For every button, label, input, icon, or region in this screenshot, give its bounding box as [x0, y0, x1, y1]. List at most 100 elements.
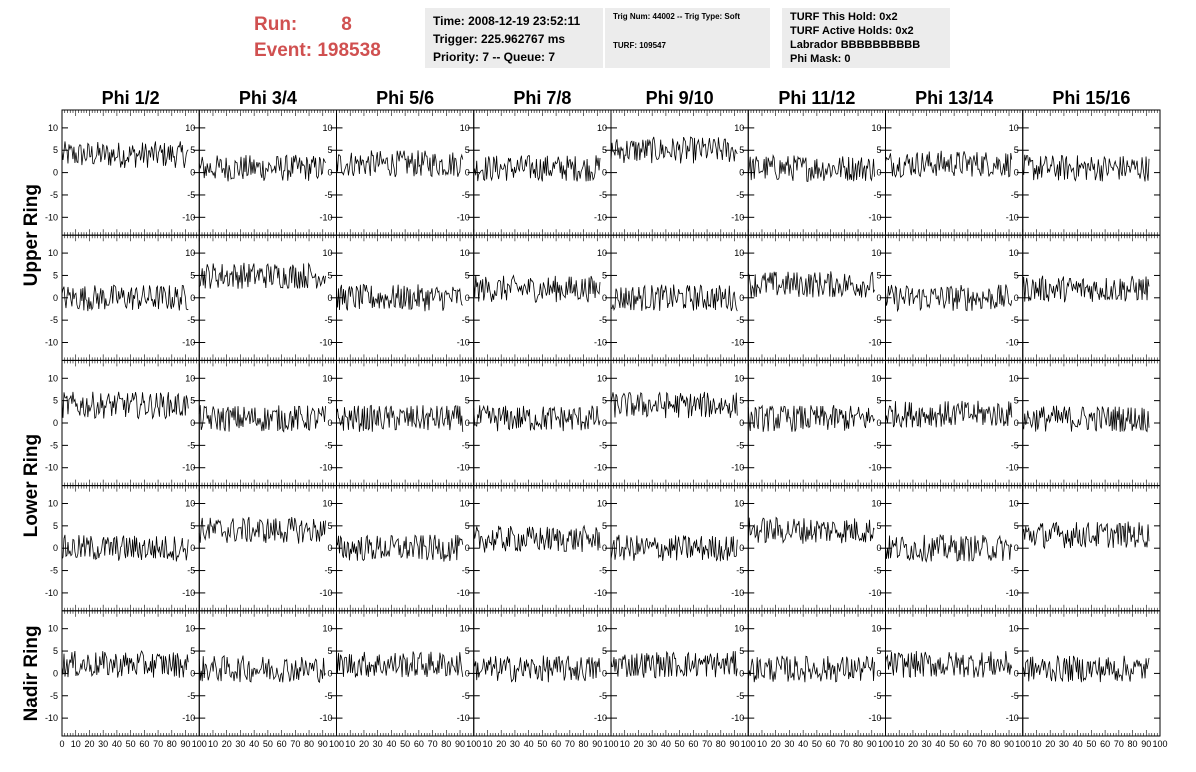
trig-line: Trig Num: 44002 -- Trig Type: Soft [613, 12, 740, 21]
y-tick-label: 0 [739, 418, 744, 428]
x-tick-label: 10 [620, 739, 630, 749]
run-event-block: Run: 8 Event: 198538 [254, 12, 381, 64]
column-label: Phi 5/6 [376, 88, 434, 108]
y-tick-label: 0 [602, 543, 607, 553]
y-tick-label: 5 [327, 646, 332, 656]
y-tick-label: -10 [868, 463, 881, 473]
x-tick-label: 50 [400, 739, 410, 749]
y-tick-label: 0 [1014, 418, 1019, 428]
y-tick-label: -5 [50, 315, 58, 325]
waveform-line [61, 534, 189, 562]
y-tick-label: -5 [599, 440, 607, 450]
y-tick-label: -10 [45, 713, 58, 723]
y-tick-label: -5 [50, 566, 58, 576]
y-tick-label: -10 [457, 588, 470, 598]
y-tick-label: -5 [736, 315, 744, 325]
y-tick-label: -10 [868, 212, 881, 222]
y-tick-label: -10 [868, 713, 881, 723]
y-tick-label: 10 [871, 123, 881, 133]
x-tick-label: 30 [922, 739, 932, 749]
y-tick-label: -10 [182, 338, 195, 348]
x-tick-label: 40 [112, 739, 122, 749]
row-group-label: Nadir Ring [21, 625, 42, 721]
y-tick-label: 10 [48, 498, 58, 508]
y-tick-label: 10 [734, 123, 744, 133]
waveform-line [885, 651, 1013, 678]
y-tick-label: 10 [460, 498, 470, 508]
x-tick-label: 60 [277, 739, 287, 749]
x-tick-label: 20 [771, 739, 781, 749]
y-tick-label: 0 [1014, 293, 1019, 303]
y-tick-label: -5 [462, 691, 470, 701]
y-tick-label: -5 [873, 315, 881, 325]
y-tick-label: 5 [190, 270, 195, 280]
x-tick-label: 20 [84, 739, 94, 749]
x-tick-label: 50 [263, 739, 273, 749]
y-tick-label: 10 [48, 624, 58, 634]
y-tick-label: 0 [190, 168, 195, 178]
waveform-line [198, 262, 326, 289]
x-tick-label: 40 [661, 739, 671, 749]
y-tick-label: -10 [457, 713, 470, 723]
y-tick-label: 0 [53, 543, 58, 553]
waveform-line [336, 150, 464, 178]
y-tick-label: 5 [327, 145, 332, 155]
x-tick-label: 10 [71, 739, 81, 749]
y-tick-label: -5 [736, 440, 744, 450]
waveform-line [610, 650, 738, 679]
y-tick-label: 0 [876, 168, 881, 178]
y-tick-label: -10 [457, 463, 470, 473]
y-tick-label: -5 [599, 691, 607, 701]
x-tick-label: 10 [208, 739, 218, 749]
y-tick-label: 5 [739, 396, 744, 406]
y-tick-label: -5 [187, 440, 195, 450]
y-tick-label: 10 [48, 373, 58, 383]
y-tick-label: 0 [465, 293, 470, 303]
y-tick-label: 10 [1009, 123, 1019, 133]
panel-frame [61, 359, 200, 487]
x-tick-label: 60 [826, 739, 836, 749]
x-tick-label: 90 [867, 739, 877, 749]
x-tick-label: 10 [345, 739, 355, 749]
y-tick-label: -5 [324, 691, 332, 701]
x-tick-label: 30 [1059, 739, 1069, 749]
y-tick-label: -10 [1006, 338, 1019, 348]
y-tick-label: -10 [182, 463, 195, 473]
y-tick-label: 10 [460, 123, 470, 133]
y-tick-label: 10 [48, 123, 58, 133]
waveform-line [610, 391, 738, 419]
panel-frame [747, 610, 886, 737]
turf-info-box: TURF This Hold: 0x2 TURF Active Holds: 0… [782, 8, 950, 68]
y-tick-label: 5 [53, 270, 58, 280]
y-tick-label: -5 [1011, 691, 1019, 701]
x-tick-label: 30 [784, 739, 794, 749]
y-tick-label: 10 [734, 624, 744, 634]
x-tick-label: 70 [153, 739, 163, 749]
y-tick-label: 0 [739, 293, 744, 303]
y-tick-label: 5 [739, 646, 744, 656]
y-tick-label: 5 [602, 521, 607, 531]
column-label: Phi 3/4 [239, 88, 297, 108]
y-tick-label: 5 [190, 646, 195, 656]
waveform-line [747, 154, 875, 182]
column-label: Phi 13/14 [915, 88, 993, 108]
panel-frame [336, 610, 475, 737]
y-tick-label: 10 [871, 624, 881, 634]
y-tick-label: -5 [462, 566, 470, 576]
y-tick-label: 0 [602, 668, 607, 678]
x-tick-label: 60 [139, 739, 149, 749]
waveform-line [61, 284, 189, 312]
y-tick-label: 0 [190, 293, 195, 303]
y-tick-label: -5 [187, 691, 195, 701]
x-tick-label: 100 [603, 739, 618, 749]
y-tick-label: 5 [876, 145, 881, 155]
y-tick-label: 10 [185, 624, 195, 634]
waveform-line [885, 400, 1013, 428]
x-tick-label: 70 [565, 739, 575, 749]
trigger-line: Trigger: 225.962767 ms [433, 32, 566, 46]
y-tick-label: 0 [876, 293, 881, 303]
y-tick-label: 5 [53, 145, 58, 155]
x-tick-label: 10 [757, 739, 767, 749]
run-label: Run: [254, 14, 298, 35]
